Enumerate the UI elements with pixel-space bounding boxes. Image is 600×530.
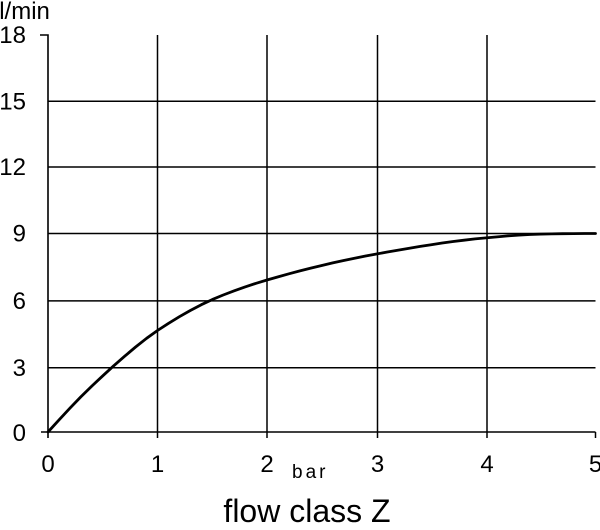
svg-text:15: 15 (0, 88, 26, 115)
svg-text:1: 1 (151, 451, 164, 478)
svg-text:12: 12 (0, 154, 26, 181)
svg-text:6: 6 (13, 288, 26, 315)
svg-text:3: 3 (13, 355, 26, 382)
svg-text:2: 2 (260, 451, 273, 478)
svg-text:l/min: l/min (0, 0, 50, 25)
svg-text:3: 3 (371, 451, 384, 478)
svg-text:flow class Z: flow class Z (223, 493, 390, 529)
svg-text:0: 0 (13, 420, 26, 447)
svg-text:18: 18 (0, 22, 26, 49)
svg-text:5: 5 (589, 451, 600, 478)
svg-text:9: 9 (13, 221, 26, 248)
svg-text:bar: bar (292, 462, 328, 483)
svg-text:0: 0 (41, 451, 54, 478)
svg-text:4: 4 (480, 451, 493, 478)
